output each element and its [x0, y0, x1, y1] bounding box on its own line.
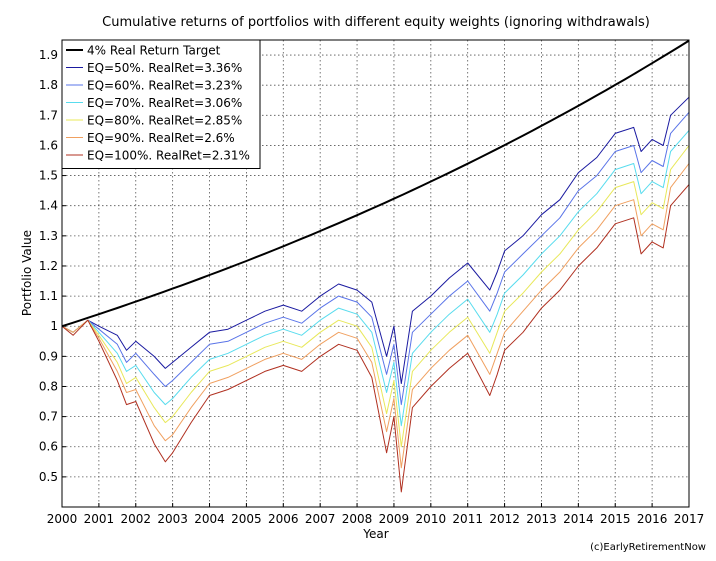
y-tick-label: 1.5: [39, 169, 58, 183]
y-tick-label: 0.8: [39, 379, 58, 393]
x-tick-label: 2016: [637, 512, 668, 526]
x-tick-label: 2010: [416, 512, 447, 526]
x-tick-label: 2005: [231, 512, 262, 526]
x-tick-label: 2003: [157, 512, 188, 526]
y-tick-label: 1.1: [39, 289, 58, 303]
x-tick-label: 2004: [194, 512, 225, 526]
x-tick-label: 2007: [305, 512, 336, 526]
x-axis-label: Year: [362, 527, 388, 541]
y-tick-label: 0.9: [39, 349, 58, 363]
legend-label: EQ=90%. RealRet=2.6%: [87, 131, 235, 145]
y-tick-label: 1.9: [39, 48, 58, 62]
y-tick-label: 1.7: [39, 108, 58, 122]
target-line: [61, 39, 690, 328]
y-tick-label: 1.8: [39, 78, 58, 92]
series-line-5: [61, 163, 690, 469]
legend: 4% Real Return Target EQ=50%. RealRet=3.3…: [61, 39, 261, 169]
legend-label: EQ=50%. RealRet=3.36%: [87, 61, 242, 75]
y-tick-label: 0.7: [39, 410, 58, 424]
series-line-6: [61, 184, 690, 493]
legend-label: 4% Real Return Target: [87, 44, 221, 58]
x-tick-label: 2015: [600, 512, 631, 526]
series-line-4: [61, 145, 690, 448]
legend-label: EQ=80%. RealRet=2.85%: [87, 114, 242, 128]
x-tick-label: 2006: [268, 512, 299, 526]
x-tick-label: 2001: [84, 512, 115, 526]
legend-box: [61, 39, 261, 169]
y-tick-label: 1: [50, 319, 58, 333]
x-tick-label: 2012: [489, 512, 520, 526]
series-line-2: [61, 111, 690, 406]
legend-label: EQ=60%. RealRet=3.23%: [87, 79, 242, 93]
series-line-1: [61, 96, 690, 384]
x-tick-label: 2009: [379, 512, 410, 526]
y-tick-label: 1.4: [39, 199, 58, 213]
legend-label: EQ=100%. RealRet=2.31%: [87, 149, 250, 163]
x-tick-label: 2013: [526, 512, 557, 526]
credit-text: (c)EarlyRetirementNow: [590, 542, 706, 553]
y-axis-label: Portfolio Value: [20, 230, 34, 316]
x-tick-label: 2008: [342, 512, 373, 526]
y-tick-label: 1.2: [39, 259, 58, 273]
chart-title: Cumulative returns of portfolios with di…: [102, 15, 650, 30]
legend-label: EQ=70%. RealRet=3.06%: [87, 96, 242, 110]
axis-ticks: 2000 2001 2002 2003 2004 2005 2006 2007 2008 2009…: [39, 48, 704, 526]
x-tick-label: 2011: [452, 512, 483, 526]
y-tick-label: 0.5: [39, 470, 58, 484]
x-tick-label: 2017: [674, 512, 705, 526]
y-tick-label: 1.3: [39, 229, 58, 243]
x-tick-label: 2002: [120, 512, 151, 526]
x-tick-label: 2000: [47, 512, 78, 526]
series-line-3: [61, 130, 690, 427]
y-tick-label: 1.6: [39, 138, 58, 152]
x-tick-label: 2014: [563, 512, 594, 526]
y-tick-label: 0.6: [39, 440, 58, 454]
plot-frame: [61, 39, 690, 508]
series-lines: [61, 39, 690, 493]
